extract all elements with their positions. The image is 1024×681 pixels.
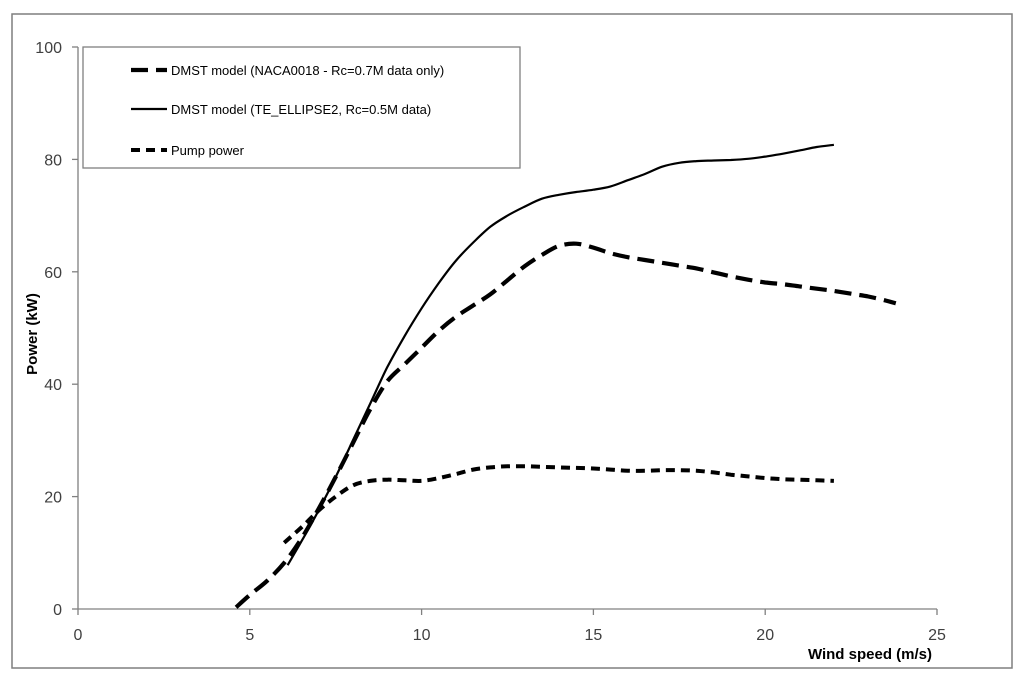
legend-label-3: Pump power [171, 143, 245, 158]
legend: DMST model (NACA0018 - Rc=0.7M data only… [82, 46, 521, 169]
x-ticks: 0 5 10 15 20 25 [74, 609, 946, 644]
y-tick-label: 40 [44, 377, 62, 394]
axes [77, 47, 937, 610]
legend-items: DMST model (NACA0018 - Rc=0.7M data only… [131, 63, 444, 158]
x-tick-label: 0 [74, 627, 83, 644]
y-tick-label: 20 [44, 490, 62, 507]
legend-box [82, 46, 521, 169]
x-tick-label: 20 [756, 627, 774, 644]
x-tick-label: 25 [928, 627, 946, 644]
y-tick-label: 80 [44, 152, 62, 169]
x-tick-label: 10 [413, 627, 431, 644]
series-layer [234, 143, 897, 609]
series-line-2 [286, 143, 835, 566]
legend-label-1: DMST model (NACA0018 - Rc=0.7M data only… [171, 63, 444, 78]
y-tick-label: 60 [44, 265, 62, 282]
y-ticks: 0 20 40 60 80 100 [35, 40, 78, 619]
y-tick-label: 100 [35, 40, 62, 57]
legend-label-2: DMST model (TE_ELLIPSE2, Rc=0.5M data) [171, 102, 431, 117]
x-tick-label: 5 [245, 627, 254, 644]
y-tick-label: 0 [53, 602, 62, 619]
series-line-3 [282, 464, 834, 545]
y-axis-title: Power (kW) [24, 293, 41, 375]
x-axis-title: Wind speed (m/s) [808, 646, 932, 663]
x-tick-label: 15 [585, 627, 603, 644]
